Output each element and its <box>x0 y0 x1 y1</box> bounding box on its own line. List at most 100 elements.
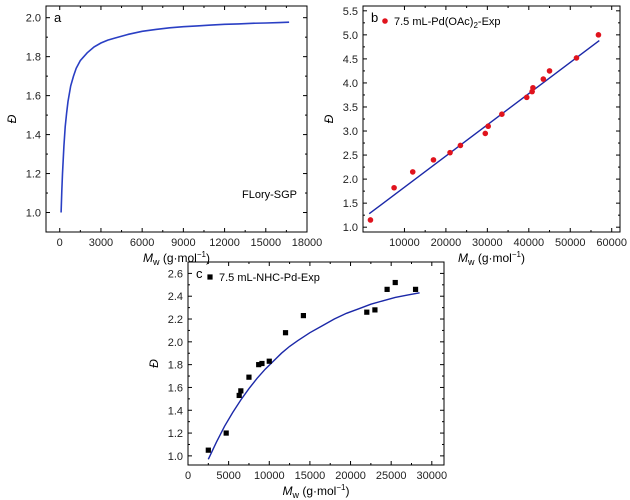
data-point <box>372 307 378 313</box>
x-tick-label: 20000 <box>431 237 462 249</box>
x-axis-label: Mw (g·mol−1) <box>458 250 525 267</box>
x-axis-label-main: M <box>283 484 293 498</box>
x-axis-label-main: M <box>143 251 153 265</box>
panel-b: 10000 20000 30000 40000 50000 60000 1.0 1.5 2.0 2… <box>322 5 627 267</box>
legend-marker <box>207 274 213 280</box>
x-axis-label: Mw (g·mol−1) <box>143 250 210 267</box>
data-point <box>259 360 265 367</box>
x-axis-label-close: ) <box>521 251 525 265</box>
x-tick-label: 30000 <box>472 237 503 249</box>
data-point <box>409 169 416 175</box>
data-point <box>256 362 262 368</box>
x-axis-label-close: ) <box>345 484 349 498</box>
data-point <box>482 130 489 137</box>
plot-frame <box>45 5 308 233</box>
data-point <box>367 217 374 223</box>
panel-letter: b <box>371 10 378 25</box>
x-axis-label-units: (g·mol <box>475 251 512 265</box>
y-axis-label: Đ <box>5 114 19 123</box>
data-point <box>499 111 505 117</box>
y-tick-label: 1.0 <box>168 451 183 463</box>
x-tick-label: 0 <box>185 470 191 482</box>
panel-letter: c <box>196 266 203 281</box>
data-point <box>540 76 547 82</box>
panel-c: 0 5000 10000 15000 20000 25000 30000 1.0 1.2 1.4 1… <box>147 261 448 500</box>
y-tick-label: 1.2 <box>26 169 41 181</box>
y-tick-label: 1.6 <box>26 91 41 103</box>
data-point <box>523 94 530 101</box>
legend-marker <box>382 18 388 24</box>
data-point <box>236 392 242 399</box>
y-tick-label: 1.0 <box>26 208 41 220</box>
x-axis-label-sub: w <box>292 490 300 500</box>
y-tick-label: 1.4 <box>168 405 183 417</box>
panel-letter: a <box>54 10 62 25</box>
x-axis-label-sup: −1 <box>336 483 346 492</box>
series-line <box>60 21 290 213</box>
legend-label: 7.5 mL-NHC-Pd-Exp <box>219 272 320 284</box>
x-tick-label: 40000 <box>514 237 545 249</box>
y-tick-label: 5.5 <box>343 6 358 18</box>
x-axis-label-sub: w <box>467 257 475 267</box>
annotation-text: FLory-SGP <box>242 189 297 201</box>
data-point <box>238 388 244 394</box>
legend-label-main: 7.5 mL-NHC-Pd-Exp <box>219 272 320 284</box>
fit-line <box>368 40 600 215</box>
legend-label: 7.5 mL-Pd(OAc)2-Exp <box>394 16 501 30</box>
x-axis-label-sup: −1 <box>512 250 522 259</box>
data-point <box>391 184 397 191</box>
x-axis-label-units: (g·mol <box>299 484 336 498</box>
x-tick-label: 9000 <box>171 237 195 249</box>
x-tick-label: 25000 <box>376 470 407 482</box>
legend-label-tail: -Exp <box>478 16 501 28</box>
y-tick-label: 3.0 <box>343 126 358 138</box>
x-tick-label: 12000 <box>209 237 240 249</box>
y-tick-label: 1.4 <box>26 130 41 142</box>
x-tick-label: 50000 <box>555 237 586 249</box>
x-axis-label-close: ) <box>206 251 210 265</box>
panel-a: 0 3000 6000 9000 12000 15000 18000 1.0 1.2 1.4 1.6… <box>5 5 323 267</box>
x-tick-label: 15000 <box>250 237 281 249</box>
data-point <box>595 32 602 38</box>
fit-line <box>207 292 420 460</box>
data-point <box>573 55 580 61</box>
y-tick-label: 3.5 <box>343 102 358 114</box>
y-tick-label: 2.0 <box>26 13 41 25</box>
data-point <box>447 149 453 156</box>
y-tick-label: 5.0 <box>343 30 358 42</box>
y-tick-label: 2.0 <box>168 337 183 349</box>
x-tick-label: 5000 <box>216 470 240 482</box>
x-tick-label: 18000 <box>292 237 323 249</box>
y-tick-label: 2.2 <box>168 314 183 326</box>
x-tick-label: 6000 <box>130 237 154 249</box>
y-tick-label: 1.0 <box>343 222 358 234</box>
data-point <box>282 330 289 336</box>
y-tick-label: 2.0 <box>343 174 358 186</box>
data-point <box>392 279 398 286</box>
plot-frame <box>187 261 445 466</box>
legend-label-main: 7.5 mL-Pd(OAc) <box>394 16 473 28</box>
x-tick-label: 10000 <box>389 237 420 249</box>
x-tick-label: 20000 <box>335 470 366 482</box>
x-axis-label-sub: w <box>152 257 160 267</box>
data-point <box>546 68 553 74</box>
legend-label-sub: 2 <box>473 21 478 30</box>
data-point <box>485 123 491 130</box>
x-tick-label: 10000 <box>254 470 285 482</box>
x-axis-label-main: M <box>458 251 468 265</box>
data-point <box>300 313 307 319</box>
y-tick-label: 4.5 <box>343 54 358 66</box>
data-point <box>205 447 211 453</box>
data-point <box>530 84 536 91</box>
y-tick-label: 1.5 <box>343 198 358 210</box>
y-tick-label: 2.5 <box>343 150 358 162</box>
data-point <box>457 142 464 149</box>
data-point <box>223 430 229 436</box>
x-axis-label-units: (g·mol <box>160 251 197 265</box>
y-tick-label: 2.6 <box>168 268 183 280</box>
y-tick-label: 2.4 <box>168 291 183 303</box>
x-tick-label: 3000 <box>89 237 113 249</box>
y-axis-label: Đ <box>322 114 336 123</box>
x-tick-label: 30000 <box>417 470 448 482</box>
